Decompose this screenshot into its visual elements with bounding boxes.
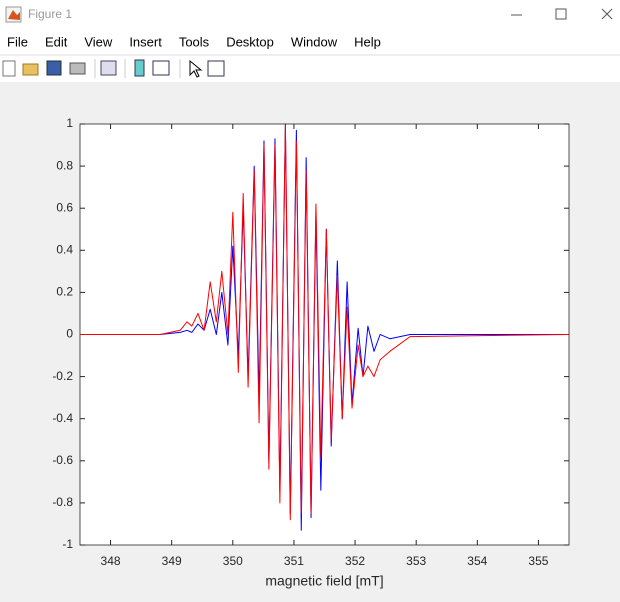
colorbar-icon[interactable] xyxy=(134,59,145,77)
close-button[interactable] xyxy=(601,8,613,20)
x-tick-label: 349 xyxy=(162,554,182,568)
window-title: Figure 1 xyxy=(28,7,72,21)
open-icon[interactable] xyxy=(22,63,39,76)
legend-icon[interactable] xyxy=(152,60,170,76)
cursor-icon[interactable] xyxy=(189,59,203,78)
menu-bar: File Edit View Insert Tools Desktop Window Help xyxy=(7,34,381,49)
menu-item[interactable]: Help xyxy=(354,34,381,49)
toolbar xyxy=(2,59,225,78)
menu-item[interactable]: Tools xyxy=(179,34,210,49)
save-icon[interactable] xyxy=(46,60,62,76)
x-axis-label: magnetic field [mT] xyxy=(265,573,383,589)
link-icon[interactable] xyxy=(100,60,117,76)
y-tick-label: -0.8 xyxy=(52,495,73,509)
y-tick-label: -0.6 xyxy=(52,453,73,467)
axes-box xyxy=(79,123,570,546)
menu-item[interactable]: File xyxy=(7,34,28,49)
new-icon[interactable] xyxy=(2,60,16,77)
x-tick-label: 350 xyxy=(223,554,243,568)
y-tick-label: 0 xyxy=(66,327,73,341)
maximize-button[interactable] xyxy=(555,8,567,20)
y-tick-label: 0.8 xyxy=(56,158,73,172)
y-tick-label: -0.4 xyxy=(52,411,73,425)
x-tick-label: 348 xyxy=(101,554,121,568)
menu-item[interactable]: Insert xyxy=(129,34,162,49)
x-tick-label: 354 xyxy=(467,554,487,568)
x-tick-label: 352 xyxy=(345,554,365,568)
menu-item[interactable]: Desktop xyxy=(226,34,274,49)
menu-item[interactable]: View xyxy=(84,34,113,49)
y-tick-label: 0.4 xyxy=(56,242,73,256)
menu-item[interactable]: Edit xyxy=(45,34,68,49)
y-tick-label: 1 xyxy=(66,116,73,130)
x-tick-label: 355 xyxy=(528,554,548,568)
y-tick-label: -0.2 xyxy=(52,369,73,383)
app-icon xyxy=(5,6,22,23)
y-tick-label: 0.2 xyxy=(56,285,73,299)
window-controls[interactable] xyxy=(511,8,613,20)
x-tick-label: 351 xyxy=(284,554,304,568)
print-icon[interactable] xyxy=(69,62,86,75)
y-tick-label: -1 xyxy=(62,537,73,551)
property-icon[interactable] xyxy=(207,60,225,77)
menu-item[interactable]: Window xyxy=(291,34,338,49)
y-tick-label: 0.6 xyxy=(56,200,73,214)
x-tick-label: 353 xyxy=(406,554,426,568)
